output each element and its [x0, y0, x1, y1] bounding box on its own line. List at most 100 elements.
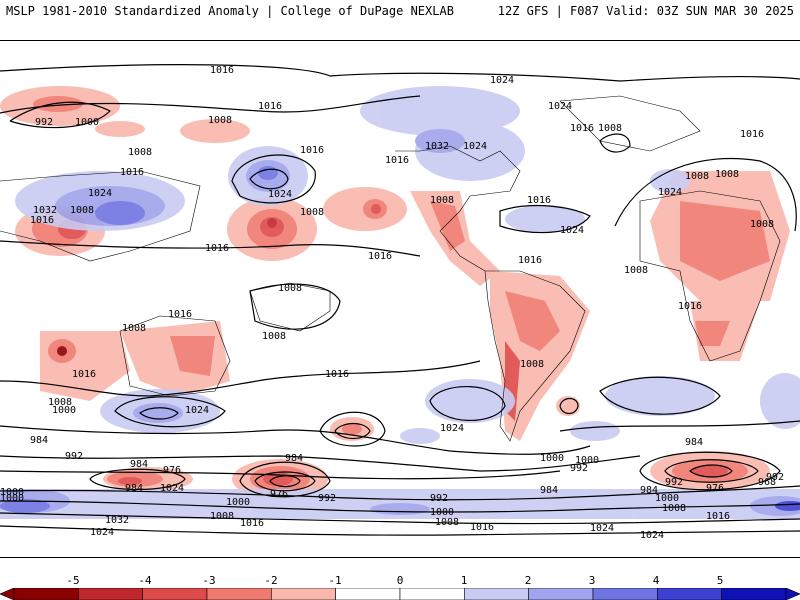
svg-text:1016: 1016 [706, 511, 730, 522]
svg-text:1016: 1016 [678, 301, 702, 312]
svg-text:1016: 1016 [210, 65, 234, 76]
svg-text:1016: 1016 [527, 195, 551, 206]
negative-anomaly-areas [0, 86, 790, 499]
colorbar-segment [335, 588, 401, 600]
svg-text:1008: 1008 [70, 205, 94, 216]
svg-text:1008: 1008 [715, 169, 739, 180]
svg-text:1024: 1024 [548, 101, 572, 112]
svg-text:1008: 1008 [278, 283, 302, 294]
svg-text:1008: 1008 [435, 517, 459, 528]
colorbar-segment [657, 588, 722, 600]
colorbar-segment [206, 588, 272, 600]
svg-text:1000: 1000 [575, 455, 599, 466]
svg-text:1016: 1016 [300, 145, 324, 156]
svg-text:1016: 1016 [258, 101, 282, 112]
isobars [0, 64, 800, 536]
colorbar-segment [271, 588, 336, 600]
svg-text:1032: 1032 [425, 141, 449, 152]
colorbar-tick: 4 [652, 574, 660, 587]
svg-text:1008: 1008 [262, 331, 286, 342]
svg-text:992: 992 [665, 477, 683, 488]
colorbar [0, 588, 800, 600]
svg-text:976: 976 [163, 465, 181, 476]
isobar-labels: 1016 1024 992 1000 1016 1008 1024 1016 1… [0, 65, 784, 541]
svg-text:992: 992 [65, 451, 83, 462]
svg-text:1008: 1008 [208, 115, 232, 126]
svg-text:1008: 1008 [430, 195, 454, 206]
svg-text:1008: 1008 [520, 359, 544, 370]
svg-text:992: 992 [430, 493, 448, 504]
svg-text:1008: 1008 [685, 171, 709, 182]
svg-text:1000: 1000 [430, 507, 454, 518]
colorbar-segment [399, 588, 465, 600]
colorbar-arrow-right [785, 588, 800, 600]
svg-text:1016: 1016 [570, 123, 594, 134]
svg-text:1008: 1008 [662, 503, 686, 514]
colorbar-segment [142, 588, 208, 600]
svg-text:984: 984 [685, 437, 703, 448]
svg-text:1016: 1016 [168, 309, 192, 320]
svg-text:1016: 1016 [72, 369, 96, 380]
svg-text:1000: 1000 [655, 493, 679, 504]
svg-text:1016: 1016 [205, 243, 229, 254]
svg-text:1016: 1016 [385, 155, 409, 166]
svg-text:1000: 1000 [226, 497, 250, 508]
colorbar-arrow-left [0, 588, 15, 600]
svg-text:1016: 1016 [518, 255, 542, 266]
svg-text:984: 984 [125, 483, 143, 494]
svg-text:1016: 1016 [325, 369, 349, 380]
svg-text:1000: 1000 [75, 117, 99, 128]
model-run-info: 12Z GFS | F087 Valid: 03Z SUN MAR 30 202… [497, 4, 794, 18]
svg-text:984: 984 [30, 435, 48, 446]
svg-text:1024: 1024 [490, 75, 514, 86]
svg-text:976: 976 [706, 483, 724, 494]
svg-text:992: 992 [318, 493, 336, 504]
svg-text:992: 992 [35, 117, 53, 128]
colorbar-segment [592, 588, 658, 600]
colorbar-tick: -5 [66, 574, 80, 587]
colorbar-tick: 0 [396, 574, 404, 587]
svg-text:1000: 1000 [0, 487, 24, 498]
colorbar-tick: -1 [328, 574, 342, 587]
svg-text:1032: 1032 [33, 205, 57, 216]
svg-text:992: 992 [766, 472, 784, 483]
colorbar-tick: 2 [524, 574, 532, 587]
colorbar-tick: -4 [138, 574, 152, 587]
map-panel: 1016 1024 992 1000 1016 1008 1024 1016 1… [0, 40, 800, 558]
positive-anomaly-areas [0, 86, 800, 519]
svg-text:984: 984 [130, 459, 148, 470]
svg-text:1024: 1024 [88, 188, 112, 199]
svg-text:1024: 1024 [185, 405, 209, 416]
svg-text:1016: 1016 [368, 251, 392, 262]
svg-text:1024: 1024 [90, 527, 114, 538]
svg-text:1024: 1024 [463, 141, 487, 152]
svg-text:1016: 1016 [30, 215, 54, 226]
colorbar-segment [528, 588, 594, 600]
svg-text:976: 976 [270, 489, 288, 500]
svg-text:1008: 1008 [210, 511, 234, 522]
svg-text:992: 992 [570, 463, 588, 474]
svg-text:984: 984 [285, 453, 303, 464]
colorbar-tick: -2 [264, 574, 278, 587]
svg-text:1000: 1000 [52, 405, 76, 416]
colorbar-tick: 1 [460, 574, 468, 587]
colorbar-segments [0, 588, 800, 600]
colorbar-tick: 5 [716, 574, 724, 587]
svg-text:1016: 1016 [470, 522, 494, 533]
colorbar-segment [464, 588, 529, 600]
colorbar-segment [13, 588, 79, 600]
svg-text:1008: 1008 [122, 323, 146, 334]
svg-text:1016: 1016 [240, 518, 264, 529]
svg-text:1008: 1008 [598, 123, 622, 134]
svg-text:1024: 1024 [560, 225, 584, 236]
svg-text:1032: 1032 [105, 515, 129, 526]
svg-text:1024: 1024 [658, 187, 682, 198]
colorbar-tick: 3 [588, 574, 596, 587]
svg-text:1000: 1000 [0, 493, 24, 504]
svg-text:1016: 1016 [740, 129, 764, 140]
svg-text:1008: 1008 [624, 265, 648, 276]
anomaly-map: 1016 1024 992 1000 1016 1008 1024 1016 1… [0, 64, 800, 541]
colorbar-tick: -3 [202, 574, 216, 587]
svg-text:1008: 1008 [48, 397, 72, 408]
svg-text:1024: 1024 [440, 423, 464, 434]
